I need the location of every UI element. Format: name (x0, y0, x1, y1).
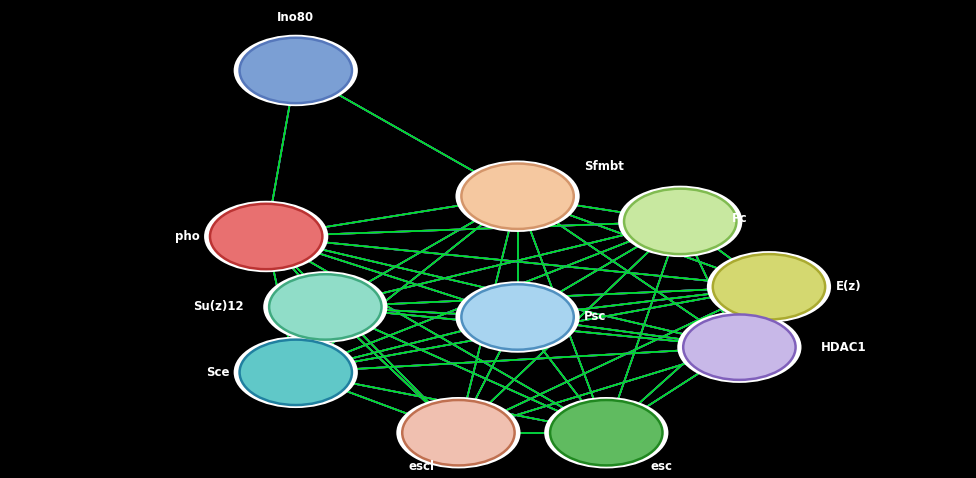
Ellipse shape (264, 271, 387, 343)
Ellipse shape (683, 315, 795, 380)
Text: Pc: Pc (732, 212, 748, 225)
Ellipse shape (624, 189, 737, 254)
Ellipse shape (618, 185, 743, 257)
Ellipse shape (210, 204, 322, 269)
Ellipse shape (462, 163, 574, 229)
Ellipse shape (707, 251, 832, 323)
Text: esc: esc (651, 460, 672, 473)
Ellipse shape (396, 397, 520, 468)
Text: Ino80: Ino80 (277, 11, 314, 24)
Ellipse shape (456, 281, 580, 353)
Ellipse shape (204, 201, 328, 272)
Ellipse shape (456, 161, 580, 232)
Ellipse shape (239, 340, 352, 405)
Text: Sce: Sce (206, 366, 229, 379)
Ellipse shape (545, 397, 669, 468)
Text: HDAC1: HDAC1 (821, 341, 867, 354)
Text: E(z): E(z) (835, 280, 861, 293)
Ellipse shape (550, 400, 663, 466)
Text: Psc: Psc (584, 311, 606, 324)
Ellipse shape (233, 337, 358, 408)
Text: pho: pho (175, 230, 200, 243)
Ellipse shape (462, 284, 574, 350)
Text: Su(z)12: Su(z)12 (193, 301, 244, 314)
Text: escl: escl (408, 460, 434, 473)
Ellipse shape (239, 38, 352, 103)
Ellipse shape (712, 254, 825, 319)
Text: Sfmbt: Sfmbt (584, 160, 624, 173)
Ellipse shape (402, 400, 514, 466)
Ellipse shape (269, 274, 382, 340)
Ellipse shape (233, 35, 358, 106)
Ellipse shape (677, 312, 801, 383)
